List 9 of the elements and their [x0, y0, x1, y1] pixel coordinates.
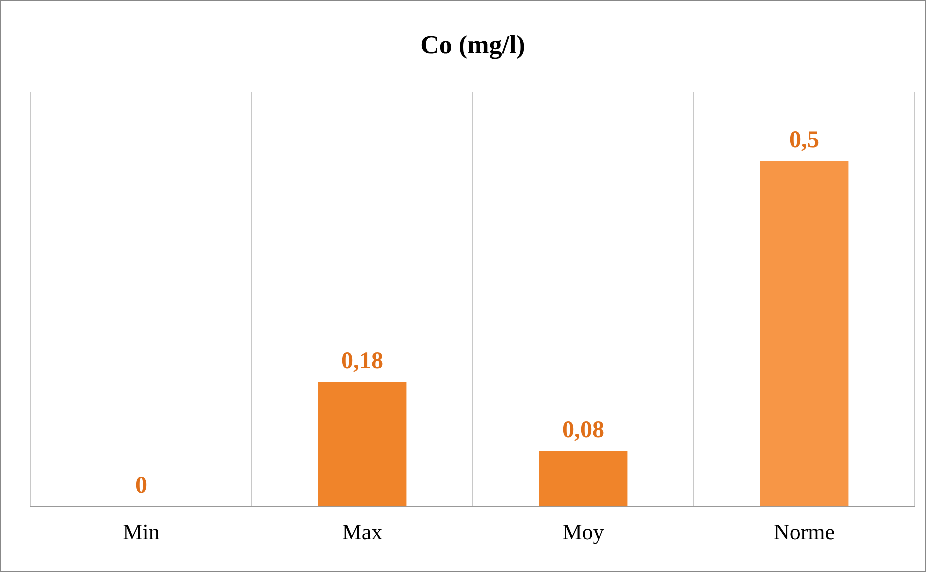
data-label: 0: [136, 472, 148, 499]
chart-title: Co (mg/l): [420, 30, 526, 60]
x-tick-label: Min: [123, 520, 160, 545]
x-tick-label: Moy: [562, 520, 604, 545]
data-label: 0,5: [790, 127, 820, 154]
x-tick-label: Max: [342, 520, 383, 545]
data-label: 0,18: [342, 348, 384, 374]
data-label: 0,08: [562, 418, 604, 444]
x-tick-label: Norme: [774, 520, 836, 545]
